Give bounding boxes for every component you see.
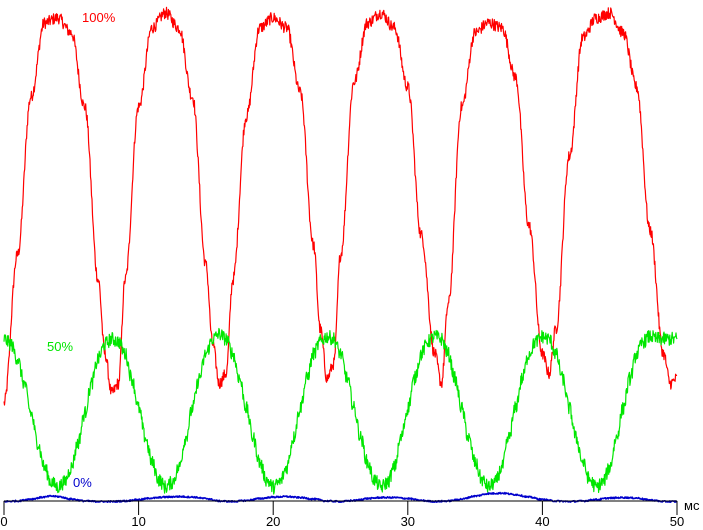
x-tick-label: 20: [266, 514, 280, 529]
x-tick-label: 30: [401, 514, 415, 529]
series-label-100-percent: 100%: [82, 10, 116, 25]
series-line-50-percent: [3, 327, 678, 495]
x-tick-label: 50: [670, 514, 684, 529]
series-labels: 100% 50% 0%: [47, 10, 116, 490]
series-line-100-percent: [3, 6, 678, 406]
x-unit-label: мс: [684, 498, 700, 513]
x-tick-label: 0: [0, 514, 7, 529]
x-tick-label: 10: [131, 514, 145, 529]
series-layer: [3, 6, 678, 504]
x-ticks: 0 10 20 30 40 50: [0, 501, 684, 529]
x-tick-label: 40: [535, 514, 549, 529]
series-label-50-percent: 50%: [47, 339, 73, 354]
series-label-0-percent: 0%: [73, 475, 92, 490]
